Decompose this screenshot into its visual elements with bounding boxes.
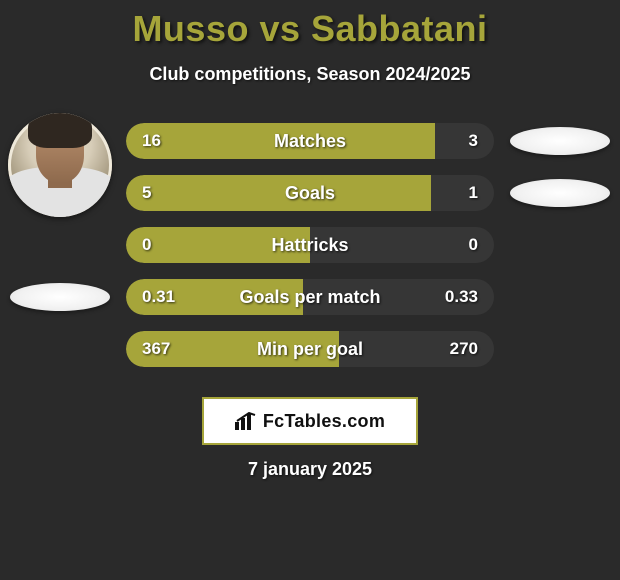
stat-bar-fill [126, 279, 303, 315]
left-avatar-slot [0, 271, 120, 323]
stat-row: 5Goals1 [0, 167, 620, 219]
stat-bar: 0Hattricks0 [126, 227, 494, 263]
stat-bar: 16Matches3 [126, 123, 494, 159]
stat-bar-fill [126, 227, 310, 263]
comparison-card: Musso vs Sabbatani Club competitions, Se… [0, 0, 620, 480]
player-right-placeholder-oval [510, 179, 610, 207]
stat-row: 0Hattricks0 [0, 219, 620, 271]
stat-value-right: 0 [469, 235, 478, 255]
stat-value-right: 270 [450, 339, 478, 359]
left-avatar-slot [0, 167, 120, 219]
stat-bar-fill [126, 123, 435, 159]
stat-bar-fill [126, 331, 339, 367]
stat-row: 16Matches3 [0, 115, 620, 167]
stat-bar-fill [126, 175, 431, 211]
stat-bar: 0.31Goals per match0.33 [126, 279, 494, 315]
bar-chart-icon [235, 412, 257, 430]
stat-bar: 367Min per goal270 [126, 331, 494, 367]
right-avatar-slot [500, 115, 620, 167]
brand-text: FcTables.com [263, 411, 385, 432]
page-title: Musso vs Sabbatani [0, 8, 620, 50]
comparison-rows: 16Matches3 5Goals1 0Hattricks0 0.31Goals pe… [0, 115, 620, 375]
player-right-placeholder-oval [510, 127, 610, 155]
brand-box: FcTables.com [202, 397, 418, 445]
right-avatar-slot [500, 323, 620, 375]
stat-value-right: 1 [469, 183, 478, 203]
right-avatar-slot [500, 219, 620, 271]
stat-bar: 5Goals1 [126, 175, 494, 211]
subtitle: Club competitions, Season 2024/2025 [0, 64, 620, 85]
left-avatar-slot [0, 323, 120, 375]
right-avatar-slot [500, 167, 620, 219]
left-avatar-slot [0, 219, 120, 271]
stat-value-right: 0.33 [445, 287, 478, 307]
left-avatar-slot [0, 115, 120, 167]
stat-value-right: 3 [469, 131, 478, 151]
date-line: 7 january 2025 [0, 459, 620, 480]
stat-row: 367Min per goal270 [0, 323, 620, 375]
stat-row: 0.31Goals per match0.33 [0, 271, 620, 323]
player-left-placeholder-oval [10, 283, 110, 311]
right-avatar-slot [500, 271, 620, 323]
